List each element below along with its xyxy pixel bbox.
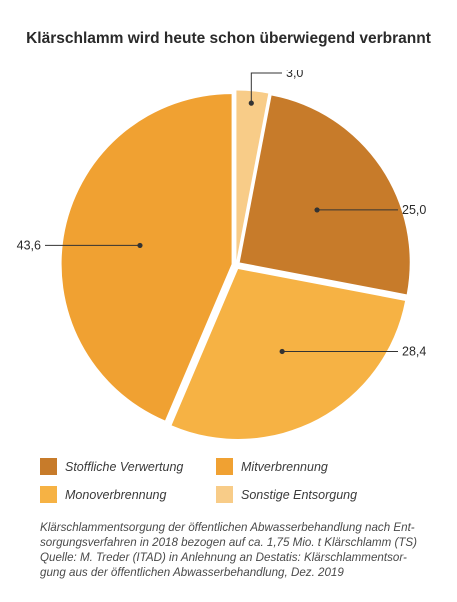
leader-dot [137, 242, 143, 249]
chart-title: Klärschlamm wird heute schon überwiegend… [26, 30, 431, 47]
pie-slice-stoffliche-verwertung [239, 95, 410, 295]
legend-label: Monoverbrennung [65, 487, 167, 502]
caption-line: gung aus der öffentlichen Abwasserbehand… [40, 566, 344, 579]
pie-chart: 3,0 25,0 28,4 43,6 [17, 70, 426, 439]
caption-line: Klärschlammentsorgung der öffentlichen A… [40, 521, 415, 534]
legend-swatch [40, 486, 57, 503]
legend-item-sonstige-entsorgung: Sonstige Entsorgung [216, 486, 357, 503]
pie-slice-sonstige-entsorgung [236, 90, 269, 261]
caption-line: sorgungsverfahren in 2018 bezogen auf ca… [40, 536, 417, 549]
legend-swatch [40, 458, 57, 475]
leader-dot [279, 348, 285, 355]
data-label: 28,4 [402, 344, 426, 358]
data-label: 25,0 [402, 203, 426, 217]
leader-dot [314, 207, 320, 213]
legend-label: Mitverbrennung [241, 459, 328, 474]
caption-line: Quelle: M. Treder (ITAD) in Anlehnung an… [40, 551, 407, 564]
legend-item-stoffliche-verwertung: Stoffliche Verwertung [40, 458, 183, 475]
data-label: 3,0 [286, 70, 303, 80]
data-label: 43,6 [17, 238, 41, 252]
leader-dot [248, 100, 254, 106]
pie-slice-mitverbrennung [61, 94, 232, 421]
legend-label: Sonstige Entsorgung [241, 487, 358, 502]
legend-item-monoverbrennung: Monoverbrennung [40, 486, 166, 503]
pie-slice-monoverbrennung [171, 268, 406, 439]
legend-swatch [216, 458, 233, 475]
leader-line [250, 72, 282, 104]
legend-item-mitverbrennung: Mitverbrennung [216, 458, 328, 475]
legend-swatch [216, 486, 233, 503]
legend-label: Stoffliche Verwertung [65, 459, 184, 474]
caption: Klärschlammentsorgung der öffentlichen A… [40, 520, 440, 580]
